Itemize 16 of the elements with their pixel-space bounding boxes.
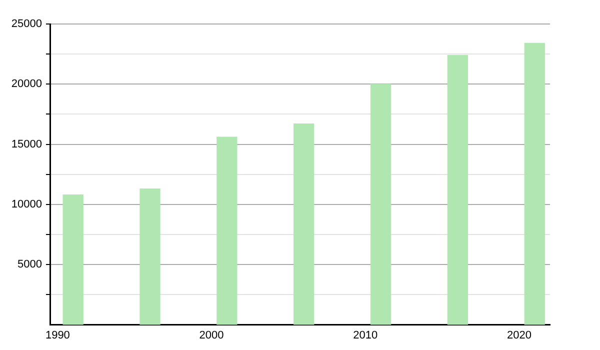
y-tick-label: 15000 [11,138,42,150]
bar [140,188,160,325]
bar [370,84,392,325]
y-tick-label: 20000 [11,78,42,90]
y-tick-label: 10000 [11,198,42,211]
bar [294,124,314,325]
bar [216,136,238,325]
bar [524,42,545,325]
bar [447,54,468,325]
x-tick-label: 1990 [45,329,70,342]
bar [62,194,84,325]
x-tick-label: 2010 [353,329,378,342]
x-tick-label: 2020 [506,329,532,342]
x-tick-label: 2000 [199,329,224,342]
y-tick-label: 5000 [18,258,42,271]
y-tick-label: 25000 [11,18,42,30]
